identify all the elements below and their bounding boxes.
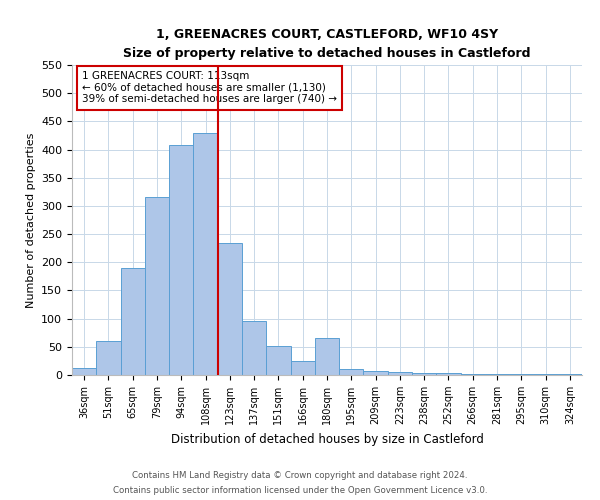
- Bar: [558, 374, 582, 375]
- Bar: [72, 368, 96, 375]
- X-axis label: Distribution of detached houses by size in Castleford: Distribution of detached houses by size …: [170, 432, 484, 446]
- Text: Contains public sector information licensed under the Open Government Licence v3: Contains public sector information licen…: [113, 486, 487, 495]
- Bar: [96, 341, 121, 375]
- Bar: [121, 268, 145, 375]
- Bar: [509, 374, 533, 375]
- Y-axis label: Number of detached properties: Number of detached properties: [26, 132, 35, 308]
- Bar: [218, 242, 242, 375]
- Bar: [145, 198, 169, 375]
- Bar: [461, 374, 485, 375]
- Bar: [388, 372, 412, 375]
- Bar: [364, 371, 388, 375]
- Bar: [242, 322, 266, 375]
- Bar: [485, 374, 509, 375]
- Bar: [436, 374, 461, 375]
- Bar: [169, 145, 193, 375]
- Title: 1, GREENACRES COURT, CASTLEFORD, WF10 4SY
Size of property relative to detached : 1, GREENACRES COURT, CASTLEFORD, WF10 4S…: [123, 28, 531, 60]
- Text: Contains HM Land Registry data © Crown copyright and database right 2024.: Contains HM Land Registry data © Crown c…: [132, 471, 468, 480]
- Bar: [339, 370, 364, 375]
- Bar: [412, 374, 436, 375]
- Bar: [193, 132, 218, 375]
- Text: 1 GREENACRES COURT: 113sqm
← 60% of detached houses are smaller (1,130)
39% of s: 1 GREENACRES COURT: 113sqm ← 60% of deta…: [82, 71, 337, 104]
- Bar: [533, 374, 558, 375]
- Bar: [290, 361, 315, 375]
- Bar: [315, 338, 339, 375]
- Bar: [266, 346, 290, 375]
